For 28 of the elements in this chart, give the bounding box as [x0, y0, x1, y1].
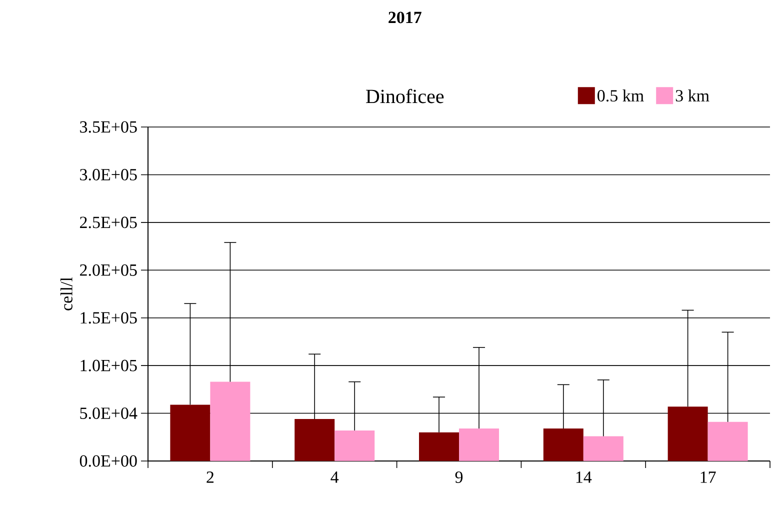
- bar: [708, 422, 748, 461]
- bar: [170, 404, 210, 461]
- chart-title: 2017: [388, 12, 422, 24]
- bar: [543, 428, 584, 461]
- y-tick-label: 1.0E+05: [80, 360, 137, 372]
- legend-label: 3 km: [676, 90, 710, 102]
- x-tick-label: 4: [330, 472, 339, 483]
- x-tick-label: 17: [700, 472, 716, 483]
- x-tick-label: 9: [455, 472, 463, 483]
- bar: [294, 419, 335, 461]
- y-tick-label: 2.5E+05: [80, 216, 137, 228]
- bar: [334, 430, 375, 461]
- bar: [668, 406, 708, 461]
- y-tick-label: 3.5E+05: [80, 121, 137, 133]
- bar: [210, 382, 250, 461]
- y-tick-label: 0.0E+00: [80, 455, 137, 467]
- bar: [459, 428, 500, 461]
- bar: [419, 432, 460, 461]
- chart-subtitle: Dinoficee: [366, 88, 444, 104]
- y-tick-label: 2.0E+05: [80, 264, 137, 276]
- y-tick-label: 5.0E+04: [80, 408, 138, 420]
- y-axis-title: cell/l: [60, 277, 72, 310]
- legend-label: 0.5 km: [598, 90, 644, 102]
- y-tick-label: 3.0E+05: [80, 168, 137, 180]
- y-tick-label: 1.5E+05: [80, 312, 137, 324]
- bar: [583, 436, 624, 461]
- x-tick-label: 2: [206, 472, 214, 483]
- x-tick-label: 14: [576, 472, 592, 483]
